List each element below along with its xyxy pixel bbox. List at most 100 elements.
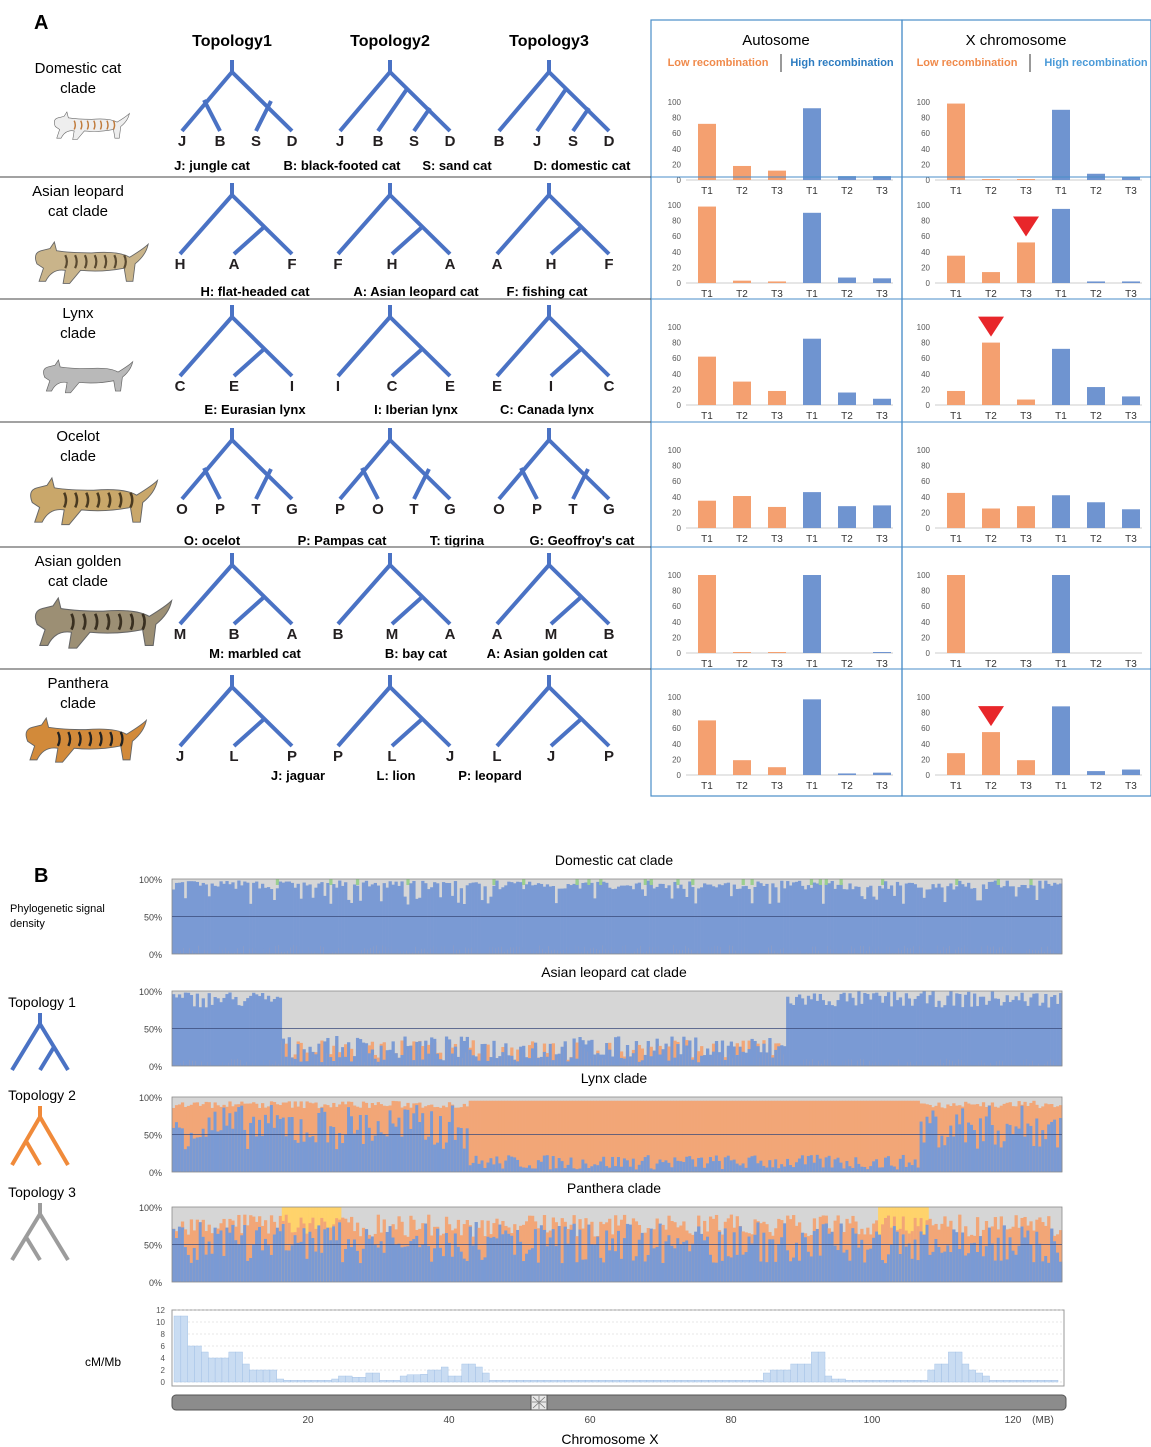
topology1-segment xyxy=(513,1254,517,1282)
topology1-segment xyxy=(949,1125,953,1172)
topology1-segment xyxy=(578,1229,582,1282)
topology1-segment xyxy=(453,881,458,954)
topology2-segment xyxy=(189,1219,194,1282)
topology1-segment xyxy=(394,1126,398,1172)
topology1-segment xyxy=(1008,1002,1012,1066)
topology1-segment xyxy=(424,1040,428,1066)
topology1-segment xyxy=(281,1224,286,1282)
topology2-segment xyxy=(771,1100,775,1172)
topology1-segment xyxy=(1011,886,1015,954)
recombination-bar xyxy=(345,1375,353,1383)
topology1-segment xyxy=(833,1006,837,1066)
topology2-segment xyxy=(747,1100,751,1172)
low-recombination-bar xyxy=(947,103,965,180)
topology1-segment xyxy=(290,882,294,954)
topology1-segment xyxy=(261,993,265,1066)
topology1-segment xyxy=(978,996,983,1066)
y-tick-label: 0 xyxy=(926,401,931,410)
topology1-segment xyxy=(465,1128,469,1172)
topology1-segment xyxy=(741,886,745,954)
topology1-segment xyxy=(892,1166,897,1172)
tree-diagram xyxy=(338,428,452,501)
x-tick-label: T3 xyxy=(1020,411,1032,422)
topology1-segment xyxy=(225,881,229,954)
topology1-segment xyxy=(901,1005,906,1066)
topology1-segment xyxy=(741,1163,745,1172)
topology3-legend-icon xyxy=(10,1203,70,1262)
y-tick-label: 20 xyxy=(672,508,681,517)
tree-leaf-label: D xyxy=(287,133,298,150)
topology5-segment xyxy=(741,879,745,885)
topology1-segment xyxy=(201,1128,205,1172)
tree-leaf-label: D xyxy=(445,133,456,150)
topology1-segment xyxy=(652,1050,656,1066)
topology1-segment xyxy=(898,997,903,1066)
x-low-label: Low recombination xyxy=(917,57,1018,69)
topology1-segment xyxy=(602,1156,606,1172)
tree-leaf-label: C xyxy=(387,378,398,395)
topology2-segment xyxy=(875,1100,879,1172)
recombination-bar xyxy=(817,1351,826,1383)
topology2-segment xyxy=(892,1100,897,1172)
topology1-segment xyxy=(857,886,861,954)
topology1-segment xyxy=(747,889,751,954)
track-title: Domestic cat clade xyxy=(555,852,673,868)
topology1-segment xyxy=(869,999,873,1066)
topology1-segment xyxy=(863,899,867,954)
topology2-segment xyxy=(424,1106,428,1172)
topology1-segment xyxy=(444,1233,449,1282)
topology1-segment xyxy=(602,1262,606,1282)
topology1-segment xyxy=(412,1239,416,1282)
topology1-segment xyxy=(1020,884,1024,954)
tree-leaf-label: A xyxy=(229,256,240,273)
topology1-segment xyxy=(302,1049,306,1066)
topology1-segment xyxy=(530,1048,535,1066)
topology1-segment xyxy=(258,1119,262,1172)
chromosome-tick-label: 80 xyxy=(725,1415,737,1426)
topology2-segment xyxy=(878,1100,882,1172)
topology1-segment xyxy=(376,885,380,954)
recombination-bar xyxy=(482,1372,490,1383)
topology1-segment xyxy=(234,1111,238,1172)
topology1-segment xyxy=(605,882,609,954)
topology1-segment xyxy=(789,885,793,954)
topology1-segment xyxy=(308,1046,312,1066)
topology1-segment xyxy=(468,883,472,954)
topology1-segment xyxy=(528,1165,532,1172)
topology1-segment xyxy=(1020,1105,1024,1172)
topology1-segment xyxy=(216,998,220,1066)
topology1-segment xyxy=(863,1262,867,1282)
topology1-segment xyxy=(1047,883,1051,954)
topology1-segment xyxy=(839,994,843,1066)
topology1-segment xyxy=(263,1238,268,1282)
recombination-bar xyxy=(413,1374,421,1383)
topology1-segment xyxy=(925,1116,929,1172)
topology1-segment xyxy=(981,996,986,1066)
high-recombination-bar xyxy=(1052,706,1070,775)
topology1-segment xyxy=(237,1107,241,1172)
topology1-segment xyxy=(1023,1001,1027,1066)
topology1-segment xyxy=(937,883,941,954)
topology1-segment xyxy=(845,889,849,954)
topology1-segment xyxy=(703,883,707,954)
x-tick-label: T2 xyxy=(1090,289,1102,300)
topology1-segment xyxy=(596,1053,600,1066)
topology1-segment xyxy=(207,896,211,954)
topology1-segment xyxy=(792,882,796,954)
low-recombination-bar xyxy=(1017,399,1035,405)
x-tick-label: T3 xyxy=(1020,289,1032,300)
topology1-segment xyxy=(530,885,535,954)
topology5-segment xyxy=(1029,879,1033,885)
topology2-segment xyxy=(566,1100,570,1172)
topology1-segment xyxy=(391,1041,395,1066)
topology2-segment xyxy=(999,1216,1003,1282)
topology1-segment xyxy=(884,1157,888,1172)
topology1-segment xyxy=(275,888,280,954)
x-tick-label: T3 xyxy=(1125,186,1137,197)
clade-name: clade xyxy=(60,80,96,97)
topology1-segment xyxy=(1050,1121,1054,1172)
topology1-segment xyxy=(839,882,843,954)
topology2-segment xyxy=(741,1100,745,1172)
